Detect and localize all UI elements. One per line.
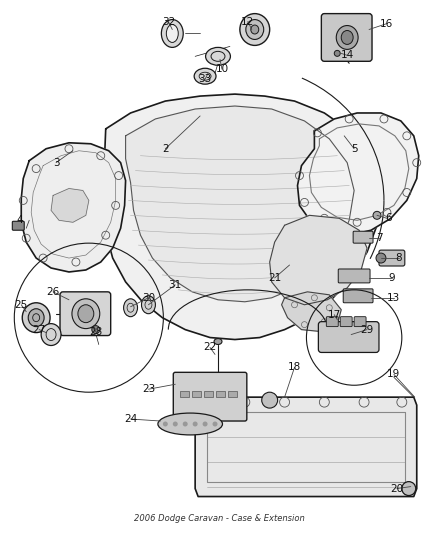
Polygon shape (282, 292, 341, 332)
Text: 24: 24 (124, 414, 137, 424)
Circle shape (203, 422, 208, 426)
Ellipse shape (158, 413, 223, 435)
Text: 30: 30 (142, 293, 155, 303)
Ellipse shape (240, 14, 270, 45)
Text: 32: 32 (162, 17, 175, 27)
FancyBboxPatch shape (318, 321, 379, 352)
Ellipse shape (251, 25, 259, 34)
Text: 31: 31 (169, 280, 182, 290)
Ellipse shape (336, 26, 358, 50)
Bar (180, 391, 189, 397)
Text: 14: 14 (341, 50, 354, 60)
Text: 22: 22 (203, 343, 217, 352)
Text: 13: 13 (387, 293, 400, 303)
FancyBboxPatch shape (343, 289, 373, 303)
Ellipse shape (78, 305, 94, 322)
Text: 12: 12 (241, 17, 254, 27)
Text: 20: 20 (390, 483, 403, 494)
Circle shape (163, 422, 168, 426)
Ellipse shape (341, 30, 353, 44)
Text: 28: 28 (89, 327, 102, 336)
Ellipse shape (72, 299, 100, 329)
Circle shape (402, 482, 416, 496)
Ellipse shape (161, 20, 183, 47)
Text: 17: 17 (328, 310, 341, 320)
Text: 7: 7 (376, 233, 382, 243)
Ellipse shape (22, 303, 50, 333)
Text: 33: 33 (198, 74, 212, 84)
Text: 16: 16 (380, 19, 394, 29)
Text: 3: 3 (53, 158, 60, 168)
Ellipse shape (124, 299, 138, 317)
Bar (204, 391, 213, 397)
Bar (192, 391, 201, 397)
Ellipse shape (41, 324, 61, 345)
Text: 21: 21 (268, 273, 281, 283)
Polygon shape (126, 106, 354, 302)
Ellipse shape (214, 338, 222, 344)
Circle shape (262, 392, 278, 408)
Circle shape (183, 422, 188, 426)
Text: 6: 6 (385, 213, 392, 223)
Text: 25: 25 (14, 300, 28, 310)
FancyBboxPatch shape (353, 231, 373, 243)
Text: 18: 18 (288, 362, 301, 373)
Text: 10: 10 (215, 64, 229, 74)
FancyBboxPatch shape (338, 269, 370, 283)
Ellipse shape (194, 68, 216, 84)
FancyBboxPatch shape (340, 317, 352, 327)
Ellipse shape (28, 309, 44, 327)
FancyBboxPatch shape (326, 317, 338, 327)
Polygon shape (297, 113, 419, 235)
Text: 5: 5 (351, 144, 357, 154)
Ellipse shape (246, 20, 264, 39)
Polygon shape (195, 397, 417, 497)
Circle shape (373, 212, 381, 219)
Polygon shape (51, 189, 89, 222)
Text: 26: 26 (46, 287, 60, 297)
Text: 4: 4 (16, 215, 23, 225)
FancyBboxPatch shape (12, 221, 24, 230)
Text: 23: 23 (142, 384, 155, 394)
Text: 29: 29 (360, 325, 374, 335)
Ellipse shape (205, 47, 230, 65)
Ellipse shape (166, 25, 178, 43)
FancyBboxPatch shape (60, 292, 111, 336)
Text: 9: 9 (389, 273, 395, 283)
Circle shape (212, 422, 218, 426)
Polygon shape (270, 215, 367, 305)
Circle shape (173, 422, 178, 426)
FancyBboxPatch shape (354, 317, 366, 327)
Bar (216, 391, 225, 397)
Circle shape (376, 253, 386, 263)
FancyBboxPatch shape (173, 373, 247, 421)
FancyBboxPatch shape (379, 250, 405, 266)
Text: 2006 Dodge Caravan - Case & Extension: 2006 Dodge Caravan - Case & Extension (134, 514, 304, 523)
Bar (228, 391, 237, 397)
Circle shape (334, 51, 340, 56)
Text: 2: 2 (162, 144, 169, 154)
Circle shape (92, 326, 100, 334)
Polygon shape (21, 143, 126, 272)
Ellipse shape (141, 296, 155, 314)
FancyBboxPatch shape (321, 14, 372, 61)
Text: 27: 27 (32, 325, 46, 335)
Circle shape (193, 422, 198, 426)
Text: 8: 8 (396, 253, 402, 263)
Polygon shape (104, 94, 381, 340)
Text: 19: 19 (387, 369, 400, 379)
